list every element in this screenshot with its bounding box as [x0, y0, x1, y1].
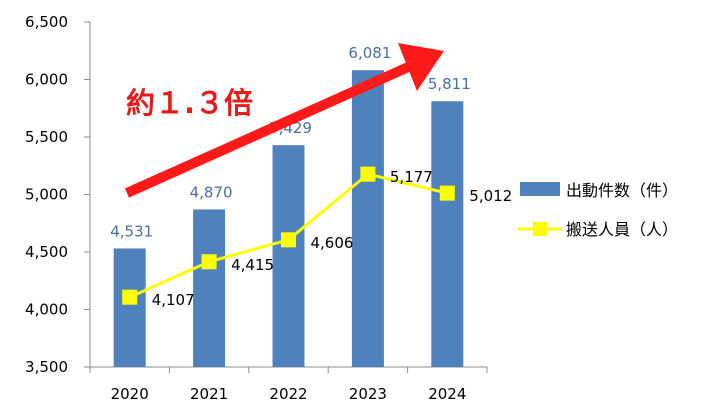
y-tick-label: 4,500	[25, 243, 68, 261]
x-tick-label: 2021	[190, 385, 228, 403]
legend: 出動件数（件） 搬送人員（人）	[518, 181, 678, 239]
bar-data-label: 4,531	[110, 222, 153, 240]
line-data-label: 4,107	[152, 291, 195, 309]
bar-series	[113, 70, 464, 368]
bar-data-label: 6,081	[348, 44, 391, 62]
bar	[431, 101, 464, 368]
x-tick-label: 2024	[428, 385, 466, 403]
y-tick-label: 5,000	[25, 186, 68, 204]
line-marker	[439, 185, 455, 201]
bar-data-label: 4,870	[190, 183, 233, 201]
axes: 3,500 4,000 4,500 5,000 5,500 6,000 6,500 2020 2…	[25, 13, 488, 403]
line-marker	[360, 166, 376, 182]
bar	[193, 209, 226, 367]
line-marker	[281, 232, 296, 248]
y-tick-label: 6,500	[25, 13, 68, 31]
y-tick-label: 4,000	[25, 301, 68, 319]
legend-line-label: 搬送人員（人）	[566, 220, 678, 239]
x-tick-label: 2023	[349, 385, 387, 403]
bar	[351, 70, 384, 367]
arrow-head	[398, 43, 444, 91]
line-marker	[201, 254, 217, 270]
trend-arrow	[124, 43, 444, 198]
bar	[113, 248, 146, 367]
legend-line-marker	[533, 222, 547, 236]
y-tick-label: 3,500	[25, 358, 68, 376]
legend-bar-label: 出動件数（件）	[566, 181, 678, 200]
line-data-labels: 4,107 4,415 4,606 5,177 5,012	[152, 168, 513, 309]
x-tick-label: 2022	[269, 385, 307, 403]
y-tick-label: 6,000	[25, 71, 68, 89]
arrow-shaft	[124, 59, 418, 198]
x-tick-label: 2020	[111, 385, 149, 403]
line-data-label: 4,606	[311, 234, 354, 252]
annotation-text: 約１.３倍	[126, 86, 253, 120]
line-marker	[122, 289, 138, 305]
bar	[272, 145, 305, 367]
y-tick-label: 5,500	[25, 128, 68, 146]
line-series	[122, 166, 455, 305]
bar-data-label: 5,811	[428, 75, 471, 93]
legend-bar-swatch	[520, 182, 560, 196]
line-data-label: 4,415	[231, 256, 274, 274]
line-data-label: 5,177	[390, 168, 433, 186]
line-data-label: 5,012	[469, 187, 512, 205]
